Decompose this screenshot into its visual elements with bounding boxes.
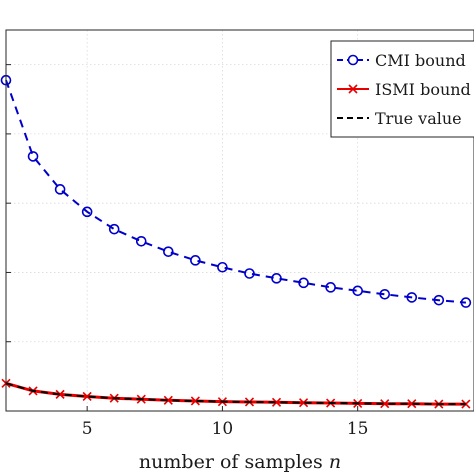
data-point — [217, 261, 228, 273]
data-point — [190, 396, 200, 406]
data-point — [460, 297, 472, 308]
data-point — [352, 285, 363, 297]
series-line — [5, 382, 466, 406]
data-point — [379, 288, 391, 300]
data-point — [55, 389, 65, 399]
data-point — [82, 391, 92, 402]
data-point — [27, 151, 39, 162]
data-point — [406, 292, 418, 303]
series-true-value — [5, 382, 466, 406]
legend-item: CMI bound — [337, 51, 466, 70]
legend-item: True value — [337, 109, 462, 128]
series-cmi-bound — [0, 74, 472, 308]
data-point — [135, 235, 147, 247]
legend: CMI bound ISMI bound True value — [330, 40, 474, 138]
legend-marker — [348, 84, 358, 94]
legend-label: ISMI bound — [375, 80, 471, 99]
x-axis-label: number of samples n — [139, 451, 341, 473]
x-tick-label: 10 — [212, 419, 234, 439]
legend-marker — [347, 54, 359, 66]
legend-item: ISMI bound — [337, 80, 471, 99]
data-point — [163, 246, 174, 257]
data-point — [298, 277, 309, 289]
x-tick-label: 5 — [82, 419, 93, 439]
series-ismi-bound — [1, 378, 471, 409]
data-point — [271, 397, 282, 407]
data-point — [108, 223, 120, 235]
legend-label: CMI bound — [375, 51, 466, 70]
x-axis-label-text: number of samples — [139, 451, 323, 473]
series-layer — [0, 74, 472, 409]
axes — [5, 29, 474, 412]
data-point — [81, 206, 93, 218]
data-point — [271, 273, 282, 284]
x-axis-label-variable: n — [329, 451, 341, 473]
data-point — [299, 398, 309, 408]
data-point — [244, 268, 255, 279]
legend-label: True value — [375, 109, 462, 128]
data-point — [325, 282, 336, 293]
data-point — [54, 184, 66, 195]
grid — [6, 30, 474, 411]
x-ticks: 5 10 15 — [82, 406, 369, 439]
data-point — [163, 395, 173, 405]
x-tick-label: 15 — [347, 419, 369, 439]
data-point — [433, 294, 445, 306]
data-point — [407, 399, 417, 409]
data-point — [190, 255, 201, 266]
data-point — [380, 399, 390, 409]
plot-frame — [5, 29, 474, 412]
